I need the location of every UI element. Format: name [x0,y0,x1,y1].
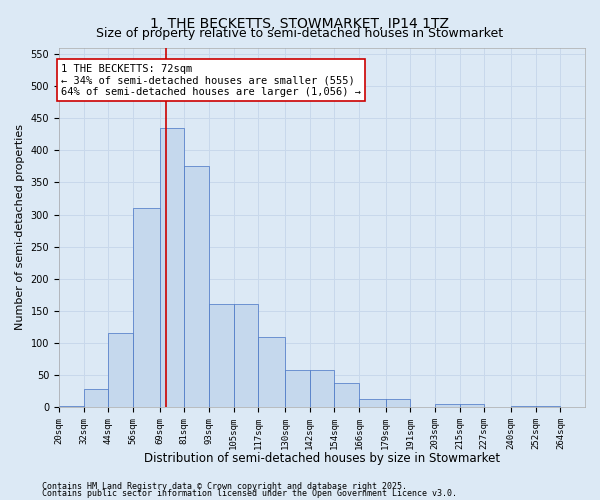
Text: 1 THE BECKETTS: 72sqm
← 34% of semi-detached houses are smaller (555)
64% of sem: 1 THE BECKETTS: 72sqm ← 34% of semi-deta… [61,64,361,97]
Bar [310,370,334,407]
Bar [511,406,536,407]
Bar [435,404,460,407]
Bar [536,406,560,407]
Bar [160,128,184,407]
Bar [59,406,83,407]
Bar [334,384,359,407]
Bar [184,166,209,407]
Bar [359,399,386,407]
Bar [209,304,233,407]
Text: Contains HM Land Registry data © Crown copyright and database right 2025.: Contains HM Land Registry data © Crown c… [42,482,407,491]
Bar [258,336,285,407]
Y-axis label: Number of semi-detached properties: Number of semi-detached properties [15,124,25,330]
Bar [133,208,160,407]
Text: 1, THE BECKETTS, STOWMARKET, IP14 1TZ: 1, THE BECKETTS, STOWMARKET, IP14 1TZ [151,18,449,32]
Text: Size of property relative to semi-detached houses in Stowmarket: Size of property relative to semi-detach… [97,28,503,40]
Bar [108,334,133,407]
Text: Contains public sector information licensed under the Open Government Licence v3: Contains public sector information licen… [42,490,457,498]
Bar [285,370,310,407]
Bar [386,399,410,407]
Bar [460,404,484,407]
Bar [83,390,108,407]
X-axis label: Distribution of semi-detached houses by size in Stowmarket: Distribution of semi-detached houses by … [144,452,500,465]
Bar [233,304,258,407]
